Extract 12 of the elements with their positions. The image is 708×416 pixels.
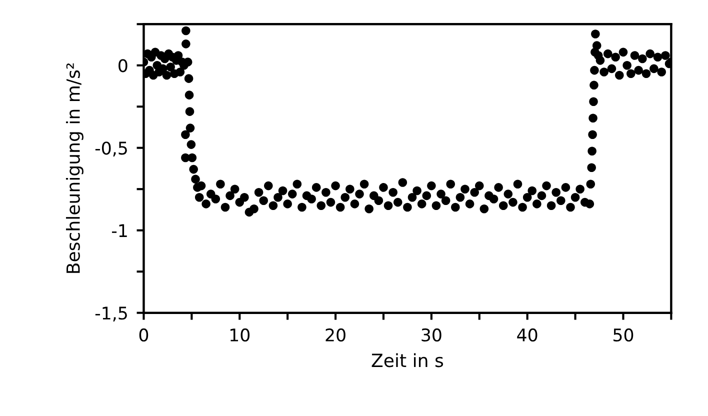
x-tick-label: 10: [230, 328, 250, 342]
y-axis-title: Beschleunigung in m/s²: [66, 63, 84, 273]
y-tick-label: 0: [118, 59, 128, 72]
x-tick-label: 30: [422, 328, 442, 342]
x-tick-label: 0: [139, 328, 148, 342]
y-tick-label: -1: [112, 224, 127, 237]
x-tick-label: 50: [614, 328, 634, 342]
x-axis-title: Zeit in s: [372, 353, 444, 368]
x-tick-label: 40: [517, 328, 538, 342]
y-tick-label: -1,5: [95, 306, 127, 322]
x-tick-label: 20: [326, 328, 346, 342]
y-tick-label: -0,5: [95, 142, 127, 156]
